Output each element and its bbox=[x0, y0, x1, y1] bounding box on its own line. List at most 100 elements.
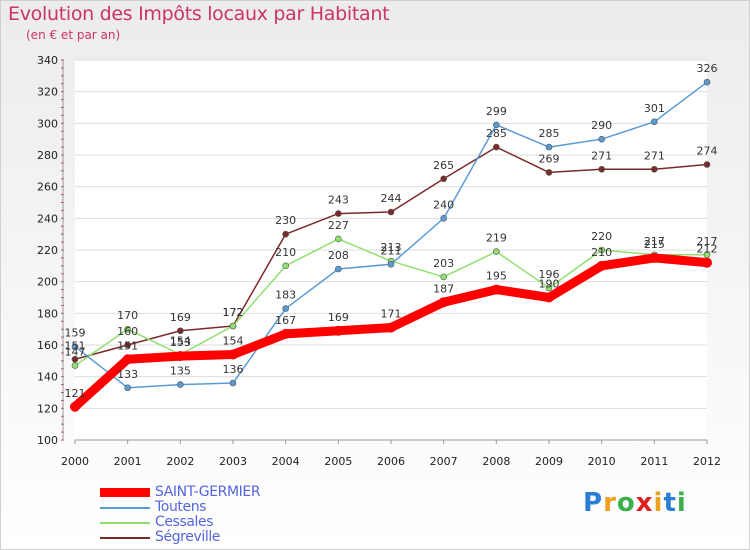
data-point-saint-germier bbox=[702, 257, 712, 268]
legend-swatch-toutens bbox=[100, 507, 150, 509]
legend-label: Cessales bbox=[155, 514, 214, 530]
proxiti-logo: Proxiti bbox=[583, 488, 687, 518]
data-label-segreville: 172 bbox=[223, 306, 244, 319]
data-point-toutens bbox=[387, 260, 395, 268]
data-label-cessales: 196 bbox=[539, 268, 560, 281]
y-tick-label: 160 bbox=[37, 339, 58, 352]
data-point-cessales bbox=[282, 262, 289, 270]
data-point-saint-germier bbox=[438, 297, 449, 308]
data-point-toutens bbox=[545, 143, 553, 151]
x-tick-label: 2001 bbox=[114, 455, 142, 468]
data-label-saint-germier: 151 bbox=[117, 339, 138, 352]
data-point-toutens bbox=[598, 135, 605, 143]
data-label-cessales: 217 bbox=[697, 235, 718, 248]
logo-letter: i bbox=[676, 488, 687, 518]
data-point-toutens bbox=[335, 265, 342, 273]
data-point-saint-germier bbox=[544, 292, 554, 303]
data-point-segreville bbox=[703, 161, 711, 168]
data-point-saint-germier bbox=[280, 328, 291, 339]
logo-letter: x bbox=[635, 488, 654, 518]
data-label-segreville: 151 bbox=[65, 339, 86, 352]
data-label-toutens: 285 bbox=[539, 127, 560, 140]
data-point-saint-germier bbox=[122, 354, 133, 365]
data-label-saint-germier: 187 bbox=[433, 282, 454, 295]
y-tick-label: 180 bbox=[37, 307, 58, 320]
chart-title: Evolution des Impôts locaux par Habitant bbox=[8, 3, 390, 25]
logo-letter: i bbox=[653, 488, 664, 518]
data-label-toutens: 183 bbox=[275, 289, 296, 302]
data-label-toutens: 135 bbox=[170, 365, 191, 378]
y-tick-label: 120 bbox=[37, 402, 58, 415]
data-label-segreville: 243 bbox=[328, 194, 349, 207]
x-tick-label: 2010 bbox=[588, 455, 616, 468]
data-point-toutens bbox=[177, 381, 184, 388]
data-point-saint-germier bbox=[596, 260, 607, 271]
data-label-segreville: 269 bbox=[539, 152, 560, 165]
data-label-segreville: 274 bbox=[697, 145, 718, 158]
legend-swatch-cessales bbox=[100, 522, 150, 524]
data-point-cessales bbox=[545, 284, 553, 292]
data-label-toutens: 240 bbox=[433, 198, 454, 211]
data-point-toutens bbox=[703, 78, 711, 86]
data-label-segreville: 230 bbox=[275, 214, 296, 227]
y-tick-label: 260 bbox=[37, 181, 58, 194]
logo-letter: r bbox=[603, 488, 617, 518]
y-tick-label: 280 bbox=[37, 149, 58, 162]
data-point-segreville bbox=[598, 165, 605, 173]
y-tick-label: 240 bbox=[37, 212, 58, 225]
data-label-toutens: 136 bbox=[223, 363, 244, 376]
data-point-toutens bbox=[651, 118, 658, 126]
data-point-segreville bbox=[124, 341, 131, 349]
data-label-cessales: 227 bbox=[328, 219, 349, 232]
data-point-cessales bbox=[229, 322, 237, 330]
data-label-toutens: 211 bbox=[381, 244, 402, 257]
data-point-cessales bbox=[440, 273, 447, 281]
y-tick-label: 100 bbox=[37, 434, 58, 447]
data-label-toutens: 133 bbox=[117, 368, 138, 381]
data-point-cessales bbox=[335, 235, 342, 243]
data-point-cessales bbox=[493, 248, 500, 255]
y-tick-label: 220 bbox=[37, 244, 58, 257]
data-label-saint-germier: 169 bbox=[328, 311, 349, 324]
data-point-segreville bbox=[177, 327, 184, 335]
y-tick-label: 200 bbox=[37, 276, 58, 289]
data-point-toutens bbox=[229, 379, 237, 387]
data-point-toutens bbox=[71, 343, 79, 350]
data-label-segreville: 271 bbox=[644, 149, 665, 162]
data-point-toutens bbox=[440, 215, 447, 222]
data-label-segreville: 169 bbox=[170, 311, 191, 324]
data-point-saint-germier bbox=[649, 252, 660, 263]
data-label-saint-germier: 154 bbox=[223, 335, 244, 348]
data-point-cessales bbox=[598, 246, 605, 254]
legend-swatch-segreville bbox=[100, 537, 150, 539]
data-label-toutens: 301 bbox=[644, 102, 665, 115]
data-point-saint-germier bbox=[228, 349, 238, 360]
data-point-segreville bbox=[651, 165, 658, 173]
data-label-saint-germier: 190 bbox=[539, 278, 560, 291]
legend-swatch-saint-germier bbox=[100, 488, 150, 497]
legend-label: Toutens bbox=[155, 499, 207, 515]
x-tick-label: 2006 bbox=[377, 455, 405, 468]
logo-letter: t bbox=[663, 488, 677, 518]
data-point-segreville bbox=[493, 143, 500, 151]
x-tick-label: 2009 bbox=[535, 455, 563, 468]
data-label-toutens: 299 bbox=[486, 105, 507, 118]
data-point-segreville bbox=[387, 208, 395, 216]
data-point-toutens bbox=[282, 305, 289, 312]
data-label-cessales: 170 bbox=[117, 309, 138, 322]
y-tick-label: 340 bbox=[37, 54, 58, 67]
data-point-segreville bbox=[545, 169, 553, 176]
y-tick-label: 140 bbox=[37, 371, 58, 384]
data-label-cessales: 213 bbox=[381, 241, 402, 254]
data-label-segreville: 271 bbox=[591, 149, 612, 162]
x-tick-label: 2007 bbox=[430, 455, 458, 468]
y-tick-label: 300 bbox=[37, 117, 58, 130]
data-label-cessales: 217 bbox=[644, 235, 665, 248]
data-label-toutens: 159 bbox=[65, 327, 86, 340]
y-tick-label: 320 bbox=[37, 86, 58, 99]
data-label-saint-germier: 210 bbox=[591, 246, 612, 259]
data-point-segreville bbox=[71, 355, 79, 363]
data-label-segreville: 285 bbox=[486, 127, 507, 140]
data-label-cessales: 154 bbox=[170, 335, 191, 348]
